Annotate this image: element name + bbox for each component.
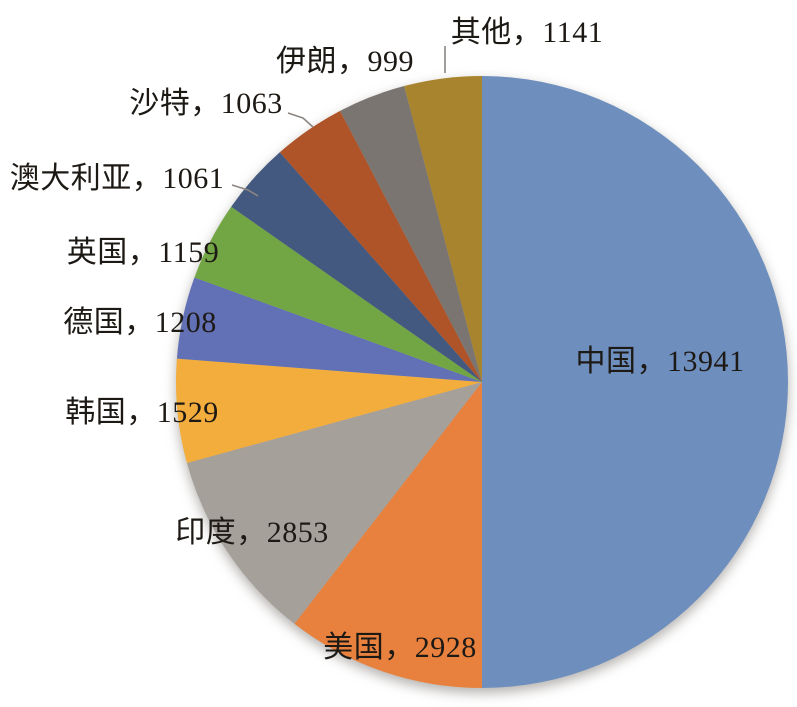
pie-slice-australia xyxy=(231,152,482,382)
pie-slice-uk xyxy=(194,206,483,382)
leader-line-saudi-arabia xyxy=(287,112,314,128)
pie-slice-south-korea xyxy=(176,358,482,464)
leader-lines-group xyxy=(231,46,446,197)
pie-slice-iran xyxy=(340,86,482,382)
pie-slice-saudi-arabia xyxy=(279,110,482,383)
pie-slice-usa xyxy=(294,382,482,688)
leader-line-australia xyxy=(231,184,259,197)
pie-slice-germany xyxy=(176,277,482,382)
pie-slices-group xyxy=(176,76,788,688)
pie-slice-india xyxy=(186,382,482,624)
pie-slice-china xyxy=(482,76,788,688)
pie-slice-other xyxy=(404,76,482,382)
